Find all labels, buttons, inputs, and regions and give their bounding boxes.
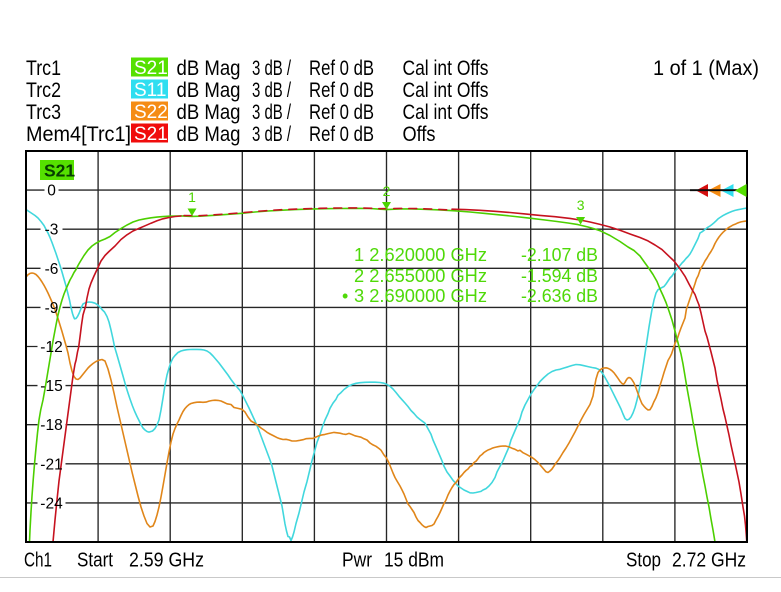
svg-text:-21: -21: [40, 456, 62, 473]
svg-text:S21: S21: [134, 124, 168, 145]
svg-text:Trc1: Trc1: [26, 57, 61, 80]
svg-text:-12: -12: [40, 339, 62, 356]
svg-text:Offs: Offs: [403, 123, 436, 146]
svg-text:S21: S21: [44, 161, 75, 181]
svg-text:3 dB /: 3 dB /: [252, 123, 291, 146]
svg-text:S22: S22: [134, 102, 168, 123]
svg-text:dB Mag: dB Mag: [177, 101, 241, 124]
svg-text:2.59 GHz: 2.59 GHz: [129, 549, 204, 572]
svg-text:Cal int Offs: Cal int Offs: [403, 101, 489, 124]
svg-text:2 2.655000 GHz: 2 2.655000 GHz: [354, 266, 487, 286]
svg-text:dB Mag: dB Mag: [177, 79, 241, 102]
svg-text:Pwr: Pwr: [342, 549, 372, 572]
svg-text:-15: -15: [40, 378, 62, 395]
svg-text:Mem4[Trc1]: Mem4[Trc1]: [26, 123, 131, 146]
svg-text:•: •: [342, 286, 348, 306]
svg-text:1 2.620000 GHz: 1 2.620000 GHz: [354, 245, 487, 265]
svg-text:Trc2: Trc2: [26, 79, 61, 102]
svg-text:-18: -18: [40, 417, 62, 434]
svg-text:dB Mag: dB Mag: [177, 123, 241, 146]
svg-text:Cal int Offs: Cal int Offs: [403, 79, 489, 102]
svg-text:-2.636 dB: -2.636 dB: [521, 286, 598, 306]
svg-text:-24: -24: [40, 495, 63, 512]
svg-text:dB Mag: dB Mag: [177, 57, 241, 80]
svg-text:3 dB /: 3 dB /: [252, 101, 291, 124]
svg-text:Ref 0 dB: Ref 0 dB: [309, 123, 374, 146]
svg-text:Start: Start: [77, 549, 113, 572]
svg-text:0: 0: [47, 183, 56, 200]
svg-text:Ch1: Ch1: [24, 549, 52, 572]
svg-text:Stop: Stop: [626, 549, 661, 572]
svg-text:-3: -3: [45, 222, 59, 239]
svg-text:-1.594 dB: -1.594 dB: [521, 266, 598, 286]
svg-text:3 dB /: 3 dB /: [252, 57, 291, 80]
svg-text:-9: -9: [45, 300, 59, 317]
svg-text:-2.107 dB: -2.107 dB: [521, 245, 598, 265]
svg-text:3 2.690000 GHz: 3 2.690000 GHz: [354, 286, 487, 306]
svg-text:Ref 0 dB: Ref 0 dB: [309, 79, 374, 102]
svg-text:-6: -6: [45, 261, 59, 278]
svg-text:3 dB /: 3 dB /: [252, 79, 291, 102]
svg-text:1 of 1 (Max): 1 of 1 (Max): [653, 57, 759, 80]
svg-text:1: 1: [188, 189, 196, 205]
svg-text:2: 2: [383, 183, 391, 199]
svg-text:Ref 0 dB: Ref 0 dB: [309, 57, 374, 80]
svg-text:2.72 GHz: 2.72 GHz: [672, 549, 746, 572]
svg-text:3: 3: [577, 197, 585, 213]
svg-text:S21: S21: [134, 58, 168, 79]
svg-text:S11: S11: [134, 80, 166, 101]
svg-text:Trc3: Trc3: [26, 101, 61, 124]
svg-text:Cal int Offs: Cal int Offs: [403, 57, 489, 80]
svg-text:Ref 0 dB: Ref 0 dB: [309, 101, 374, 124]
svg-text:15 dBm: 15 dBm: [384, 549, 444, 572]
